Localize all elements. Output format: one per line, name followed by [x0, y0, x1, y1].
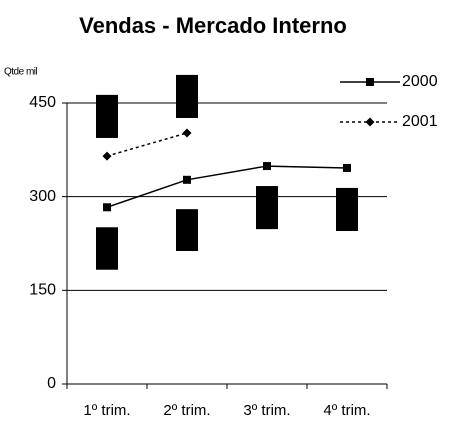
- marker: [103, 203, 111, 212]
- y-axis-label: Qtde mil: [4, 67, 38, 78]
- line: [106, 165, 348, 208]
- y-tick-label: 150: [29, 282, 56, 299]
- x-tick-label: 2º trim.: [163, 402, 210, 419]
- range-bar: [336, 187, 358, 232]
- x-tick-label: 4º trim.: [323, 402, 370, 419]
- x-tick-label: 3º trim.: [243, 402, 290, 419]
- x-tick-label: 1º trim.: [83, 402, 130, 419]
- legend-marker: [366, 78, 374, 86]
- marker: [182, 128, 192, 138]
- range-bar: [96, 94, 118, 138]
- chart-title: Vendas - Mercado Interno: [79, 13, 347, 38]
- y-tick-label: 0: [47, 375, 56, 392]
- legend-label: 2000: [402, 73, 438, 90]
- y-tick-label: 300: [29, 188, 56, 205]
- range-bar: [176, 209, 198, 251]
- marker: [343, 163, 351, 172]
- marker: [183, 175, 191, 184]
- legend-label: 2001: [402, 113, 438, 130]
- marker: [102, 151, 112, 161]
- y-tick-label: 450: [29, 94, 56, 111]
- marker: [263, 162, 271, 171]
- range-bar: [96, 227, 118, 270]
- line: [106, 132, 188, 157]
- range-bar: [176, 74, 198, 118]
- range-bar: [256, 186, 278, 230]
- legend-marker: [365, 117, 375, 127]
